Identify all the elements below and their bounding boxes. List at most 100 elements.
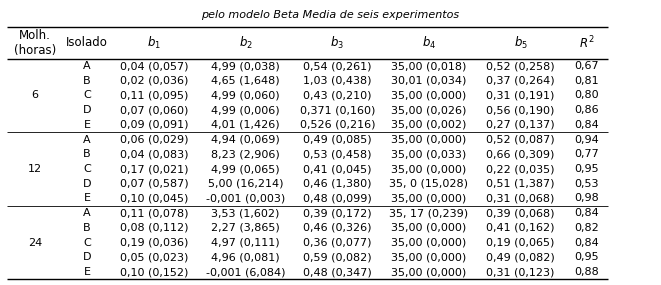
Text: 0,04 (0,083): 0,04 (0,083) <box>120 149 188 159</box>
Text: 35,00 (0,002): 35,00 (0,002) <box>391 120 467 130</box>
Text: 0,06 (0,029): 0,06 (0,029) <box>120 135 188 144</box>
Text: D: D <box>83 252 91 262</box>
Text: Isolado: Isolado <box>66 36 108 49</box>
Text: 0,39 (0,068): 0,39 (0,068) <box>486 208 555 218</box>
Text: B: B <box>83 149 91 159</box>
Text: 35,00 (0,026): 35,00 (0,026) <box>391 105 467 115</box>
Text: 0,48 (0,099): 0,48 (0,099) <box>303 194 371 203</box>
Text: 4,99 (0,006): 4,99 (0,006) <box>212 105 280 115</box>
Text: D: D <box>83 105 91 115</box>
Text: 0,19 (0,065): 0,19 (0,065) <box>486 238 555 248</box>
Text: 0,95: 0,95 <box>574 164 599 174</box>
Text: 0,22 (0,035): 0,22 (0,035) <box>486 164 555 174</box>
Text: 35,00 (0,000): 35,00 (0,000) <box>391 90 467 101</box>
Text: 0,11 (0,095): 0,11 (0,095) <box>120 90 188 101</box>
Text: 0,43 (0,210): 0,43 (0,210) <box>303 90 371 101</box>
Text: 35,00 (0,000): 35,00 (0,000) <box>391 164 467 174</box>
Text: 0,88: 0,88 <box>574 267 599 277</box>
Text: 12: 12 <box>28 164 42 174</box>
Text: 4,99 (0,065): 4,99 (0,065) <box>212 164 280 174</box>
Text: 0,10 (0,152): 0,10 (0,152) <box>120 267 188 277</box>
Text: 0,11 (0,078): 0,11 (0,078) <box>120 208 188 218</box>
Text: 0,48 (0,347): 0,48 (0,347) <box>303 267 371 277</box>
Text: 0,56 (0,190): 0,56 (0,190) <box>486 105 555 115</box>
Text: 0,27 (0,137): 0,27 (0,137) <box>486 120 555 130</box>
Text: 0,371 (0,160): 0,371 (0,160) <box>299 105 375 115</box>
Text: 0,52 (0,258): 0,52 (0,258) <box>486 61 555 71</box>
Text: 2,27 (3,865): 2,27 (3,865) <box>212 223 280 233</box>
Text: 0,95: 0,95 <box>574 252 599 262</box>
Text: 4,97 (0,111): 4,97 (0,111) <box>212 238 280 248</box>
Text: 0,84: 0,84 <box>574 208 599 218</box>
Text: 0,07 (0,060): 0,07 (0,060) <box>120 105 188 115</box>
Text: A: A <box>83 61 91 71</box>
Text: 0,84: 0,84 <box>574 120 599 130</box>
Text: 0,67: 0,67 <box>574 61 599 71</box>
Text: 35,00 (0,000): 35,00 (0,000) <box>391 194 467 203</box>
Text: 0,31 (0,191): 0,31 (0,191) <box>486 90 555 101</box>
Text: 0,81: 0,81 <box>574 76 599 86</box>
Text: 8,23 (2,906): 8,23 (2,906) <box>212 149 280 159</box>
Text: 4,96 (0,081): 4,96 (0,081) <box>212 252 280 262</box>
Text: -0,001 (0,003): -0,001 (0,003) <box>206 194 286 203</box>
Text: 24: 24 <box>28 238 42 248</box>
Text: 0,17 (0,021): 0,17 (0,021) <box>120 164 188 174</box>
Text: 0,526 (0,216): 0,526 (0,216) <box>299 120 375 130</box>
Text: 35,00 (0,000): 35,00 (0,000) <box>391 223 467 233</box>
Text: $b_1$: $b_1$ <box>147 34 161 51</box>
Text: 30,01 (0,034): 30,01 (0,034) <box>391 76 467 86</box>
Text: $R^2$: $R^2$ <box>578 34 594 51</box>
Text: 0,49 (0,085): 0,49 (0,085) <box>303 135 371 144</box>
Text: 3,53 (1,602): 3,53 (1,602) <box>212 208 280 218</box>
Text: A: A <box>83 208 91 218</box>
Text: $b_5$: $b_5$ <box>514 34 527 51</box>
Text: 0,41 (0,162): 0,41 (0,162) <box>486 223 555 233</box>
Text: 0,39 (0,172): 0,39 (0,172) <box>303 208 371 218</box>
Text: $b_3$: $b_3$ <box>330 34 344 51</box>
Text: 0,53 (0,458): 0,53 (0,458) <box>303 149 371 159</box>
Text: E: E <box>83 120 91 130</box>
Text: 0,80: 0,80 <box>574 90 599 101</box>
Text: 0,02 (0,036): 0,02 (0,036) <box>120 76 188 86</box>
Text: 0,05 (0,023): 0,05 (0,023) <box>120 252 188 262</box>
Text: E: E <box>83 194 91 203</box>
Text: 0,36 (0,077): 0,36 (0,077) <box>303 238 371 248</box>
Text: $b_4$: $b_4$ <box>422 34 436 51</box>
Text: D: D <box>83 179 91 189</box>
Text: 35, 0 (15,028): 35, 0 (15,028) <box>389 179 469 189</box>
Text: 35,00 (0,018): 35,00 (0,018) <box>391 61 467 71</box>
Text: 0,86: 0,86 <box>574 105 599 115</box>
Text: 0,46 (1,380): 0,46 (1,380) <box>303 179 371 189</box>
Text: C: C <box>83 164 91 174</box>
Text: 35,00 (0,033): 35,00 (0,033) <box>391 149 467 159</box>
Text: 4,01 (1,426): 4,01 (1,426) <box>212 120 280 130</box>
Text: 0,82: 0,82 <box>574 223 599 233</box>
Text: 0,04 (0,057): 0,04 (0,057) <box>120 61 188 71</box>
Text: B: B <box>83 76 91 86</box>
Text: 0,52 (0,087): 0,52 (0,087) <box>486 135 555 144</box>
Text: 0,84: 0,84 <box>574 238 599 248</box>
Text: 0,19 (0,036): 0,19 (0,036) <box>120 238 188 248</box>
Text: 1,03 (0,438): 1,03 (0,438) <box>303 76 371 86</box>
Text: 35,00 (0,000): 35,00 (0,000) <box>391 252 467 262</box>
Text: 0,59 (0,082): 0,59 (0,082) <box>303 252 371 262</box>
Text: 0,31 (0,068): 0,31 (0,068) <box>486 194 555 203</box>
Text: 4,99 (0,038): 4,99 (0,038) <box>212 61 280 71</box>
Text: 35,00 (0,000): 35,00 (0,000) <box>391 238 467 248</box>
Text: 0,66 (0,309): 0,66 (0,309) <box>486 149 555 159</box>
Text: 0,09 (0,091): 0,09 (0,091) <box>120 120 188 130</box>
Text: 0,77: 0,77 <box>574 149 599 159</box>
Text: 0,49 (0,082): 0,49 (0,082) <box>486 252 555 262</box>
Text: C: C <box>83 238 91 248</box>
Text: Molh.
(horas): Molh. (horas) <box>14 29 56 57</box>
Text: 0,41 (0,045): 0,41 (0,045) <box>303 164 371 174</box>
Text: 0,51 (1,387): 0,51 (1,387) <box>486 179 555 189</box>
Text: 0,54 (0,261): 0,54 (0,261) <box>303 61 371 71</box>
Text: pelo modelo Beta Media de seis experimentos: pelo modelo Beta Media de seis experimen… <box>202 10 459 20</box>
Text: 5,00 (16,214): 5,00 (16,214) <box>208 179 284 189</box>
Text: 35,00 (0,000): 35,00 (0,000) <box>391 267 467 277</box>
Text: 4,65 (1,648): 4,65 (1,648) <box>212 76 280 86</box>
Text: 35,00 (0,000): 35,00 (0,000) <box>391 135 467 144</box>
Text: 0,10 (0,045): 0,10 (0,045) <box>120 194 188 203</box>
Text: 6: 6 <box>32 90 38 101</box>
